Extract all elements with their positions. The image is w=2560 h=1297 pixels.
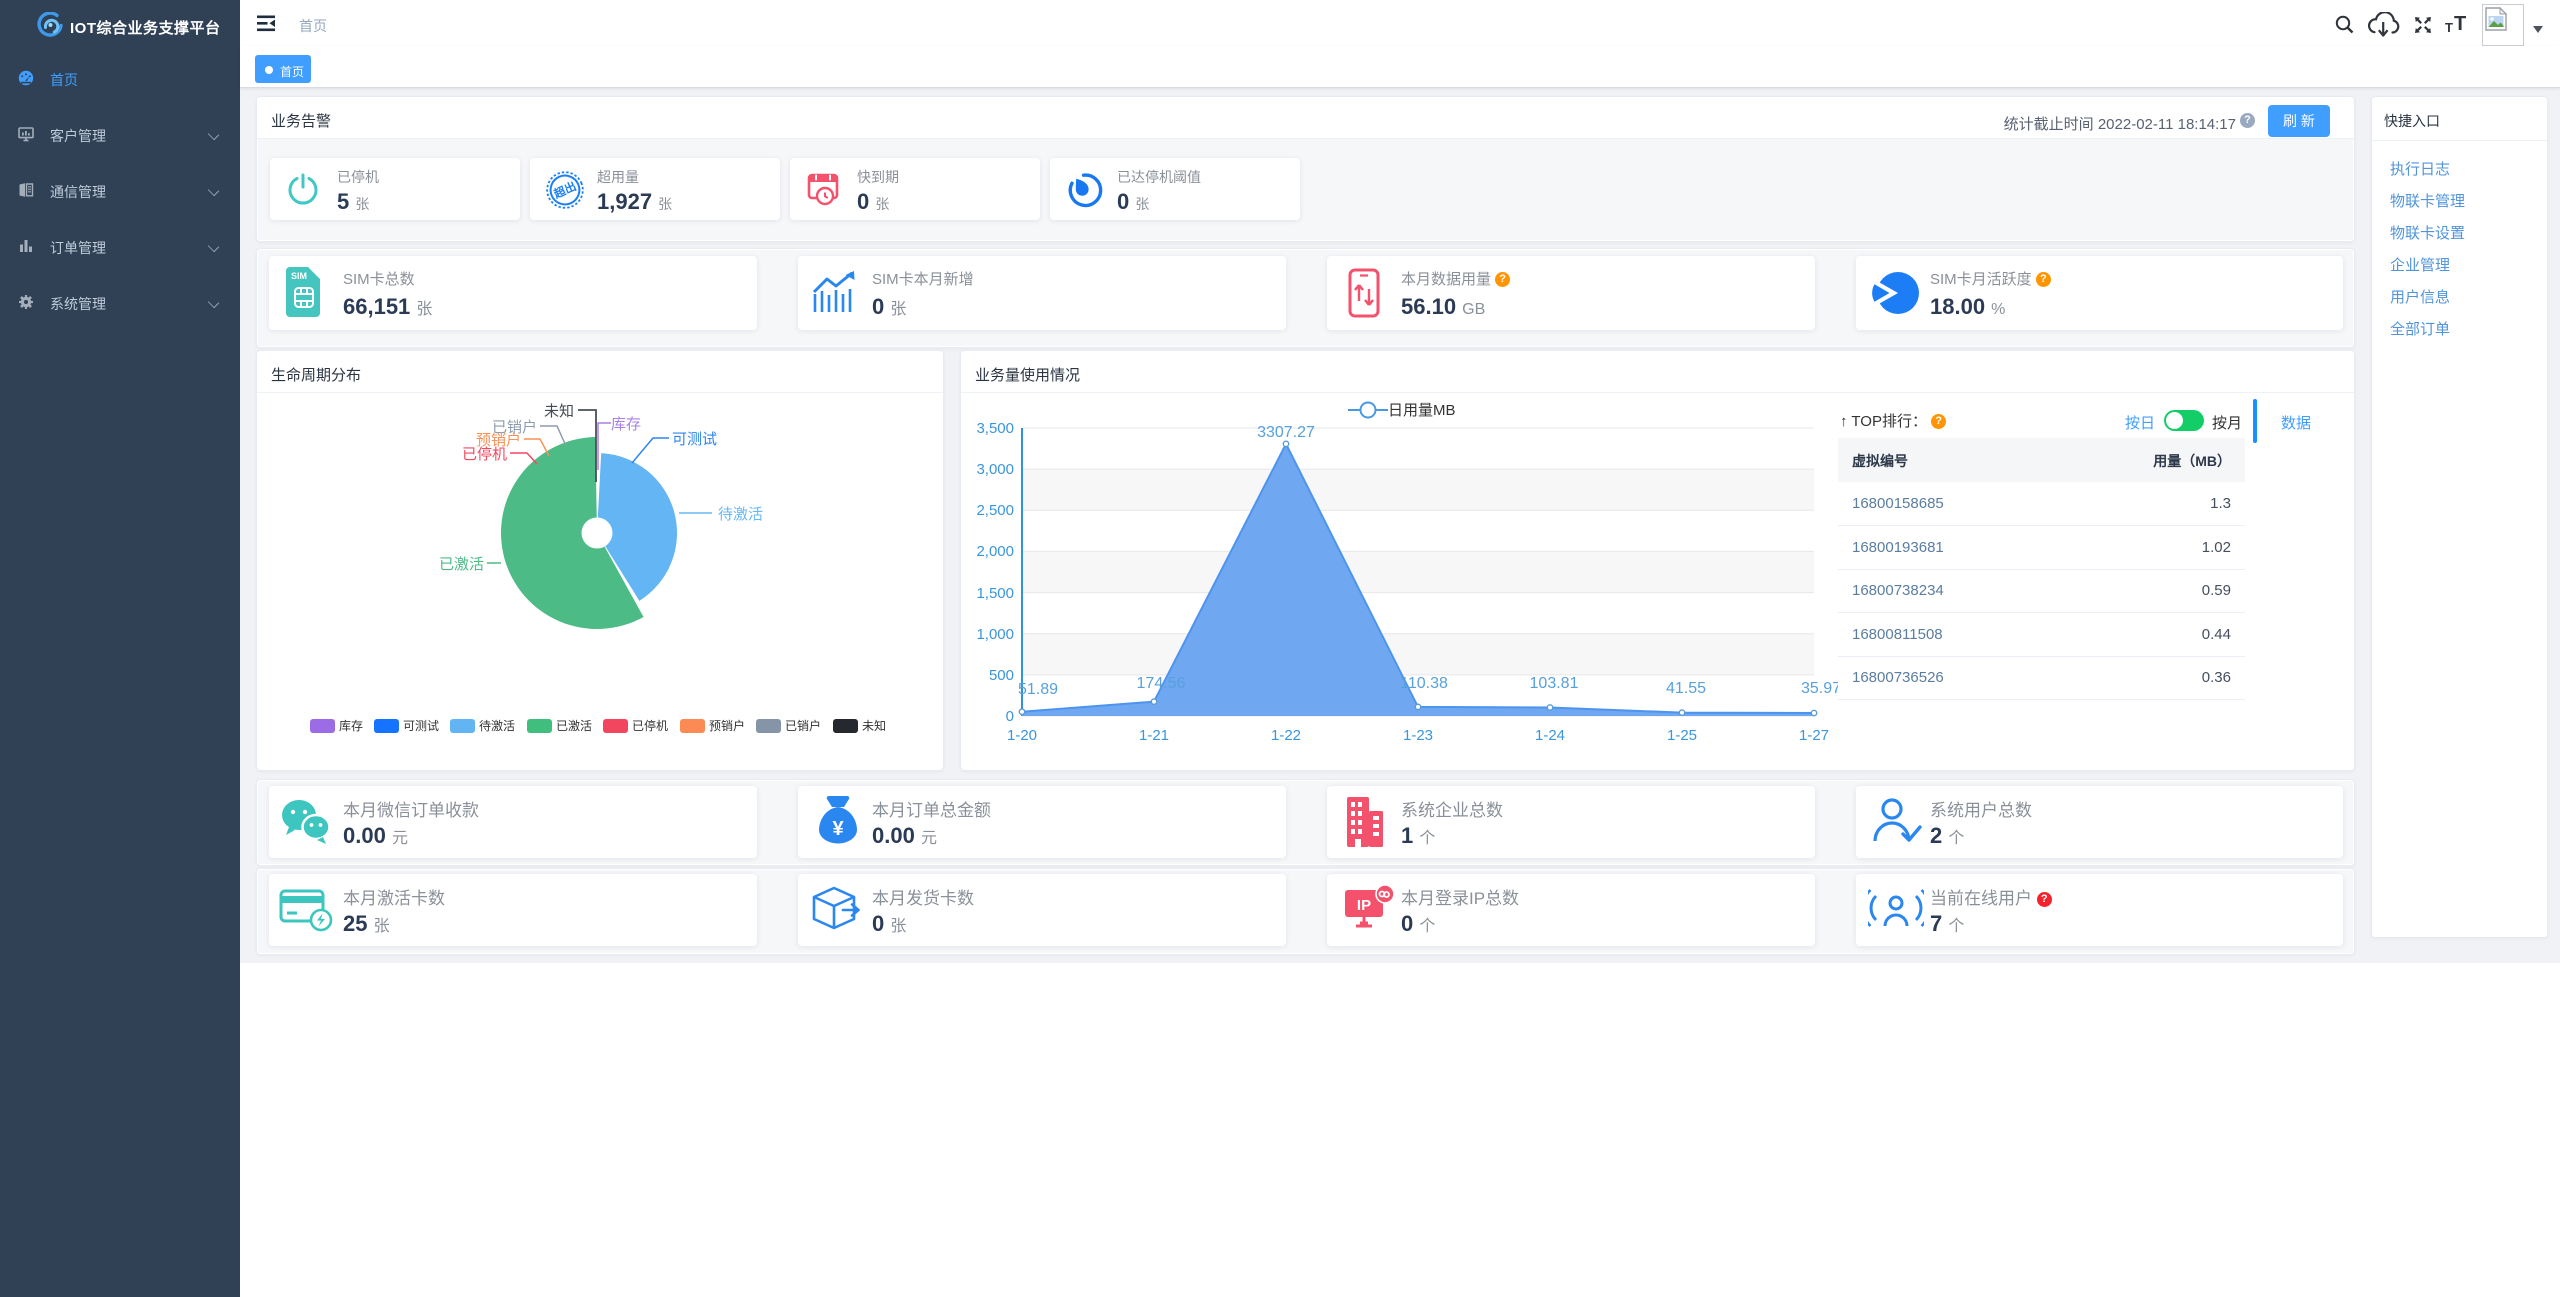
svg-text:未知: 未知	[544, 403, 574, 420]
svg-text:已销户: 已销户	[492, 419, 537, 436]
svg-text:未知: 未知	[862, 719, 886, 733]
svg-text:¥: ¥	[832, 818, 844, 840]
svg-text:0: 0	[1006, 708, 1014, 725]
svg-text:51.89: 51.89	[1018, 681, 1058, 698]
svg-text:2,500: 2,500	[976, 502, 1014, 519]
svg-text:110.38: 110.38	[1400, 675, 1448, 692]
svg-text:预销户: 预销户	[709, 718, 745, 733]
svg-text:1,000: 1,000	[976, 626, 1014, 643]
svg-text:500: 500	[989, 667, 1014, 684]
svg-text:待激活: 待激活	[718, 506, 763, 523]
svg-text:IP: IP	[1357, 897, 1371, 914]
svg-text:1-25: 1-25	[1667, 727, 1697, 744]
svg-text:1-24: 1-24	[1535, 727, 1565, 744]
svg-text:1-21: 1-21	[1139, 727, 1169, 744]
svg-text:1-23: 1-23	[1403, 727, 1433, 744]
svg-text:已停机: 已停机	[462, 446, 507, 463]
svg-text:35.97: 35.97	[1801, 680, 1838, 697]
svg-text:1-27: 1-27	[1799, 727, 1829, 744]
svg-text:SIM: SIM	[291, 271, 307, 281]
svg-text:3,000: 3,000	[976, 461, 1014, 478]
svg-text:库存: 库存	[611, 416, 641, 433]
svg-text:103.81: 103.81	[1530, 675, 1579, 692]
svg-text:日用量MB: 日用量MB	[1388, 402, 1456, 419]
svg-text:3307.27: 3307.27	[1257, 424, 1315, 441]
svg-text:已销户: 已销户	[785, 718, 821, 733]
svg-text:1,500: 1,500	[976, 585, 1014, 602]
svg-text:已停机: 已停机	[632, 718, 668, 733]
svg-text:2,000: 2,000	[976, 543, 1014, 560]
svg-text:待激活: 待激活	[479, 719, 515, 733]
svg-text:已激活: 已激活	[439, 556, 484, 573]
svg-text:超出: 超出	[551, 179, 579, 202]
svg-text:可测试: 可测试	[403, 718, 439, 733]
svg-text:1-20: 1-20	[1007, 727, 1037, 744]
svg-text:可测试: 可测试	[672, 431, 717, 448]
svg-text:预销户: 预销户	[476, 432, 521, 449]
svg-text:1-22: 1-22	[1271, 727, 1301, 744]
svg-text:41.55: 41.55	[1666, 680, 1706, 697]
svg-text:库存: 库存	[339, 718, 363, 733]
svg-text:174.56: 174.56	[1137, 675, 1186, 692]
svg-text:已激活: 已激活	[556, 719, 592, 733]
svg-text:3,500: 3,500	[976, 420, 1014, 437]
